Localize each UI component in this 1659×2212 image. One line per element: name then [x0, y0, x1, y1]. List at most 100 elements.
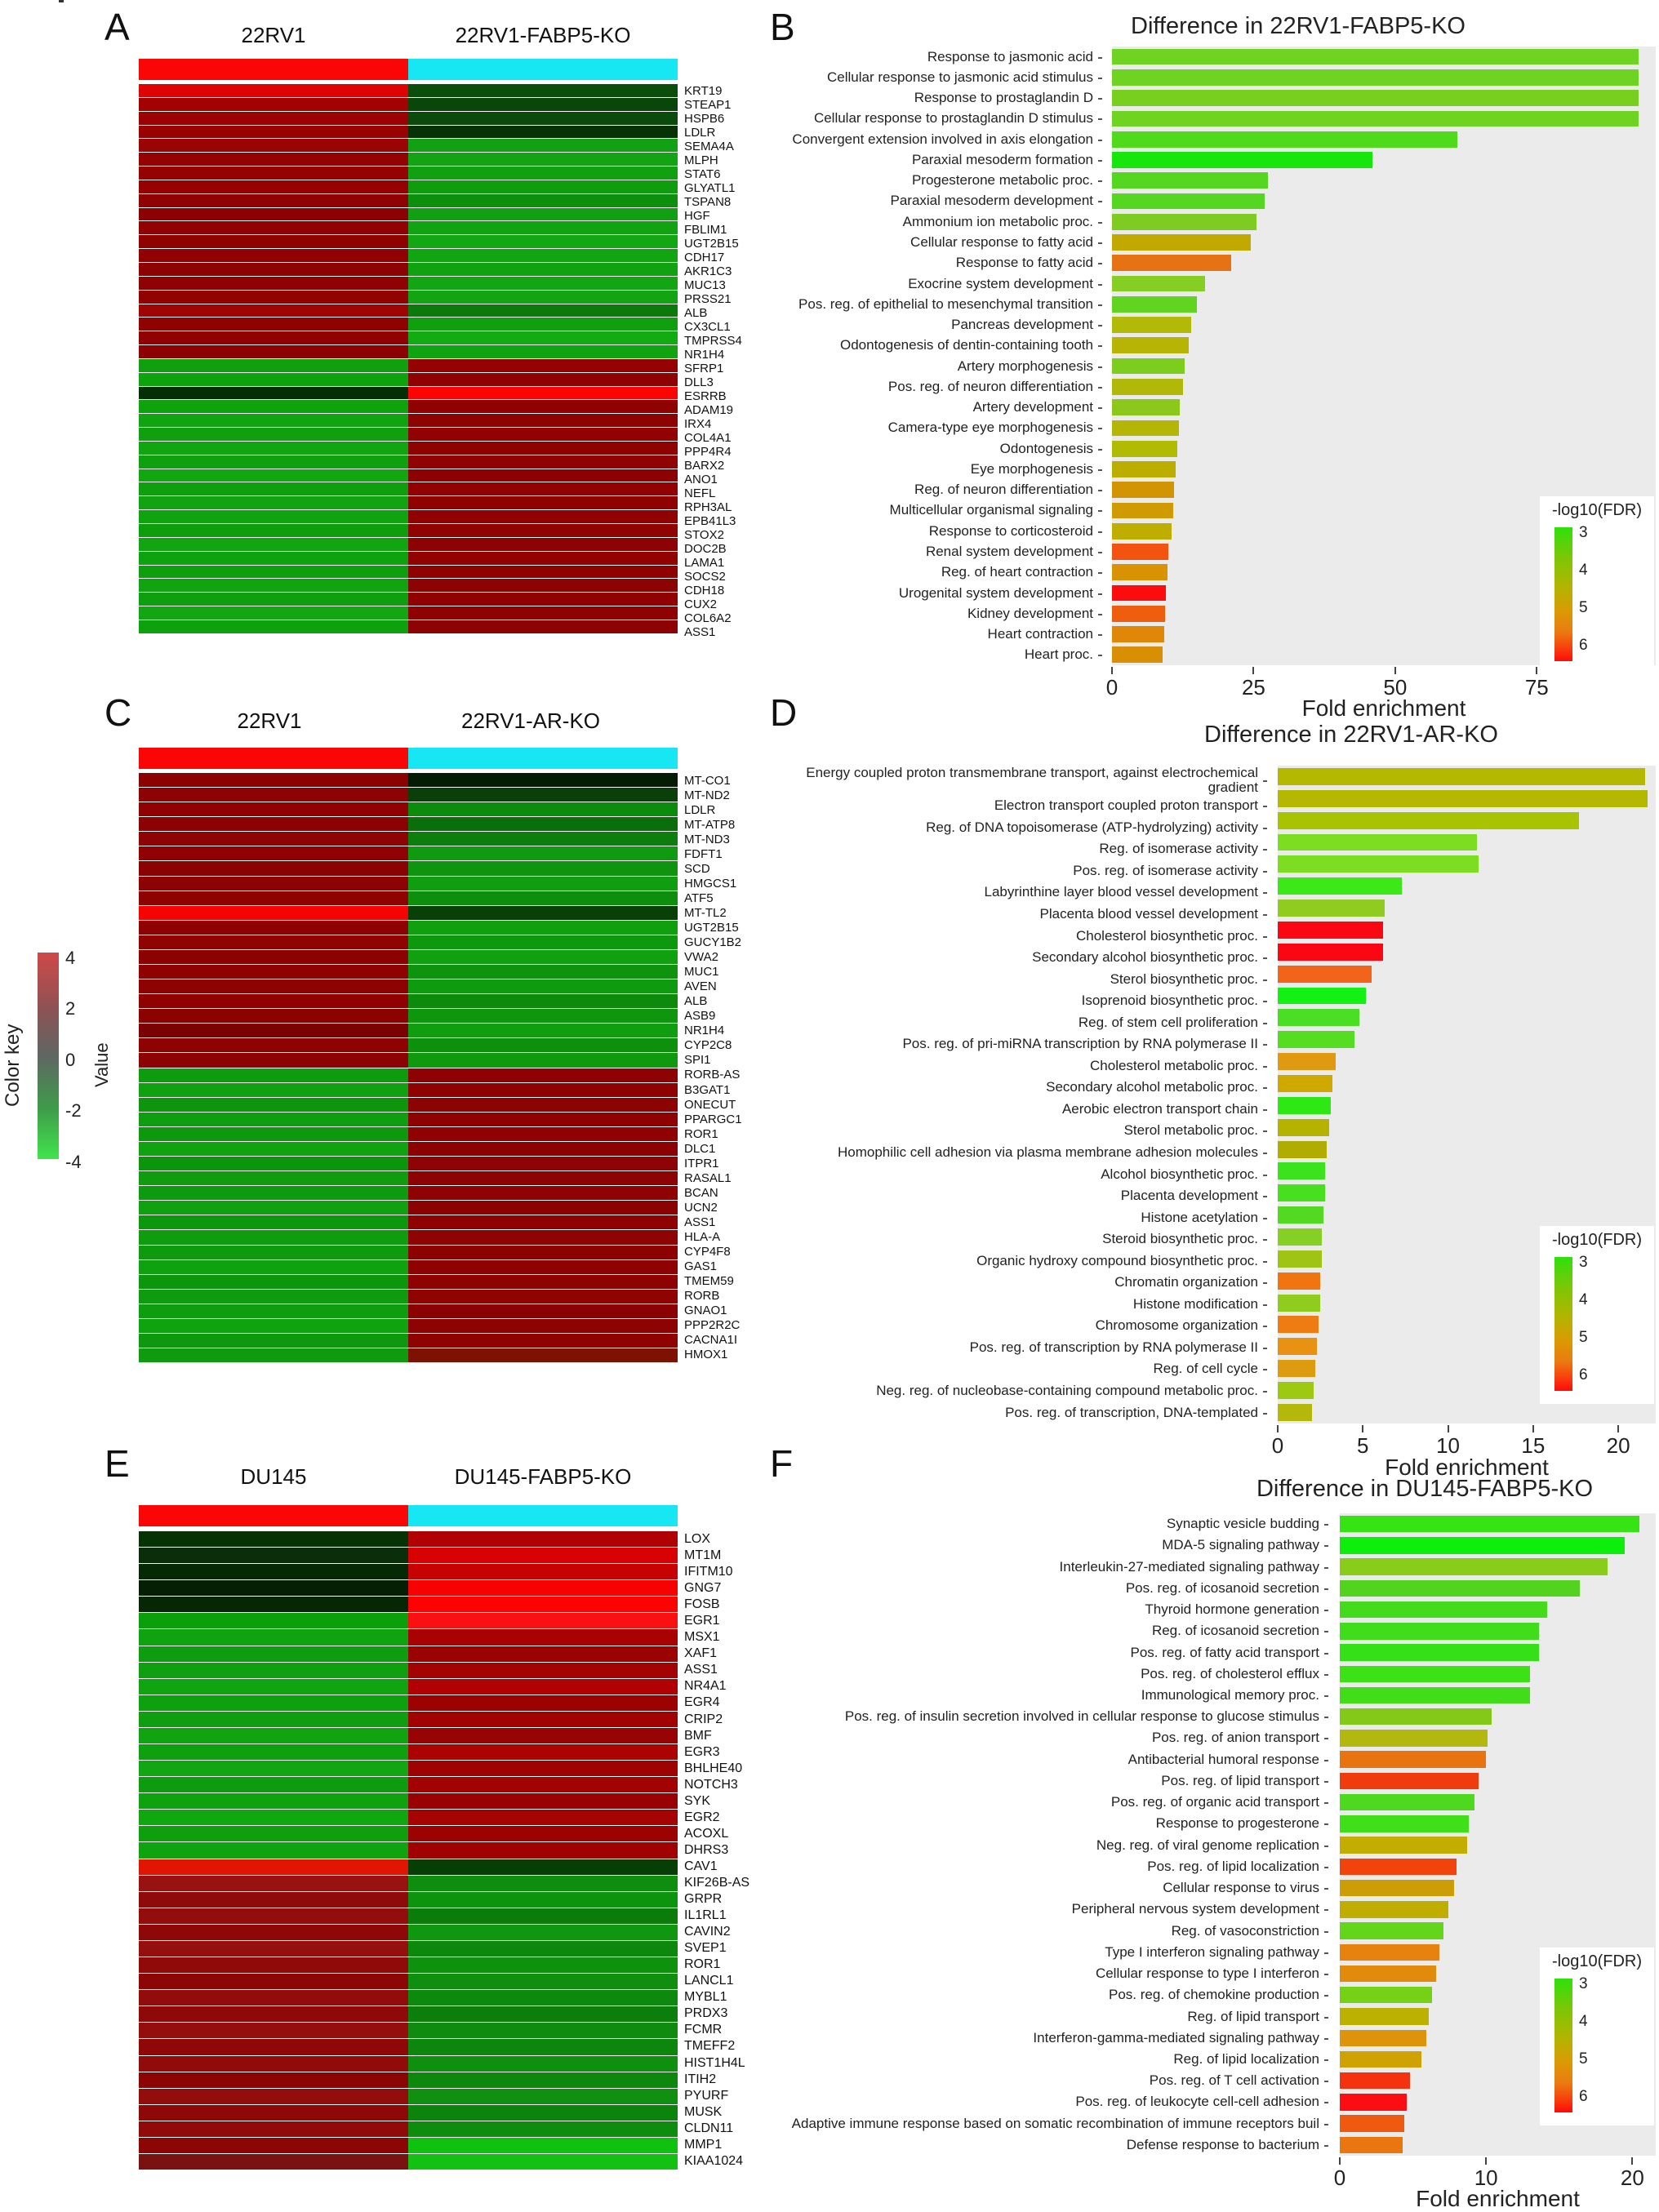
- gene-label: COL6A2: [684, 611, 732, 625]
- heatmap-cell-left: [139, 510, 408, 523]
- bar: [1278, 1250, 1323, 1268]
- bar-row: [1340, 1942, 1656, 1963]
- heatmap-cell-left: [139, 111, 408, 125]
- heatmap-cell-right: [408, 97, 678, 111]
- x-tick-label: 50: [1383, 675, 1408, 700]
- bar-row: [1278, 1248, 1656, 1270]
- heatmap-cell-right: [408, 262, 678, 276]
- gene-label: NEFL: [684, 486, 716, 500]
- gene-label: FDFT1: [684, 846, 723, 861]
- heatmap-row: [139, 788, 678, 803]
- heatmap-row: [139, 920, 678, 935]
- heatmap-row: [139, 1597, 678, 1614]
- heatmap-cell-left: [139, 469, 408, 482]
- bar-row: [1112, 459, 1656, 479]
- gene-labels-a: KRT19 STEAP1 HSPB6 LDLR SEMA4A MLPH STAT6 GLYAT…: [684, 84, 847, 639]
- fdr-legend-ticks: 3 4 5 6: [1579, 1226, 1628, 1404]
- heatmap-row: [139, 345, 678, 359]
- heatmap-row: [139, 1009, 678, 1024]
- heatmap-cell-left: [139, 235, 408, 249]
- heatmap-cell-right: [408, 773, 678, 788]
- heatmap-cell-left: [139, 1230, 408, 1245]
- heatmap-cell-right: [408, 1289, 678, 1304]
- bar-row: [1340, 1792, 1656, 1813]
- bar-row: [1278, 985, 1656, 1007]
- bar-row: [1278, 941, 1656, 963]
- heatmap-row: [139, 414, 678, 429]
- bar-label: Neg. reg. of viral genome replication: [776, 1835, 1331, 1856]
- bar-row: [1112, 500, 1656, 521]
- heatmap-cell-left: [139, 1924, 408, 1940]
- bar-label: Response to fatty acid: [780, 253, 1105, 273]
- heatmap-cell-right: [408, 1908, 678, 1924]
- gene-label: DLL3: [684, 375, 714, 389]
- bar-row: [1112, 171, 1656, 191]
- bar-label: Pos. reg. of epithelial to mesenchymal t…: [780, 294, 1105, 314]
- gene-label: MMP1: [684, 2137, 723, 2152]
- gene-label: MSX1: [684, 1630, 720, 1645]
- heatmap-cell-right: [408, 1230, 678, 1245]
- legend-tick-label: 4: [1579, 562, 1588, 579]
- bar-label: Progesterone metabolic proc.: [780, 171, 1105, 191]
- gene-label: ANO1: [684, 473, 718, 486]
- heatmap-cell-left: [139, 1024, 408, 1038]
- bar: [1340, 2029, 1426, 2046]
- heatmap-cell-left: [139, 565, 408, 579]
- heatmap-cell-right: [408, 832, 678, 846]
- gene-label: RORB: [684, 1289, 720, 1304]
- bar-label: Steroid biosynthetic proc.: [780, 1228, 1270, 1250]
- x-tick-label: 0: [1105, 675, 1119, 700]
- bar-labels-b: Response to jasmonic acid Cellular respon…: [780, 47, 1105, 665]
- heatmap-row: [139, 1793, 678, 1810]
- heatmap-row: [139, 1777, 678, 1794]
- heatmap-cell-left: [139, 1597, 408, 1613]
- bar-row: [1278, 1379, 1656, 1401]
- bar: [1278, 1316, 1319, 1334]
- heatmap-cell-right: [408, 1662, 678, 1678]
- heatmap-cell-left: [139, 1245, 408, 1259]
- heatmap-cell-left: [139, 1990, 408, 2006]
- bar-row: [1278, 1139, 1656, 1161]
- bar-row: [1278, 766, 1656, 788]
- heatmap-row: [139, 331, 678, 346]
- color-key-title: Color key: [2, 1024, 24, 1107]
- gene-label: FCMR: [684, 2023, 723, 2037]
- heatmap-cell-right: [408, 358, 678, 372]
- gene-label: ESRRB: [684, 389, 727, 403]
- heatmap-row: [139, 318, 678, 332]
- group-bar-red: [139, 59, 408, 80]
- bar-label: Pos. reg. of organic acid transport: [776, 1792, 1331, 1813]
- heatmap-cell-right: [408, 1053, 678, 1068]
- x-tick-mark: [1536, 667, 1538, 674]
- heatmap-row: [139, 276, 678, 291]
- heatmap-cell-right: [408, 1348, 678, 1363]
- heatmap-row: [139, 949, 678, 966]
- x-tick-label: 0: [1333, 2165, 1346, 2190]
- heatmap-cell-right: [408, 414, 678, 428]
- heatmap-row: [139, 1859, 678, 1876]
- heatmap-row: [139, 372, 678, 387]
- heatmap-row: [139, 1826, 678, 1843]
- heatmap-cell-right: [408, 1245, 678, 1259]
- heatmap-cell-left: [139, 2006, 408, 2023]
- bar: [1112, 152, 1373, 168]
- gene-label: ALB: [684, 994, 708, 1009]
- color-key-tick-mark: [59, 0, 64, 2]
- gene-label: MT-TL2: [684, 905, 727, 920]
- fdr-legend-ticks: 3 4 5 6: [1579, 496, 1628, 674]
- x-tick-mark: [1252, 667, 1255, 674]
- gene-label: SCD: [684, 861, 710, 876]
- fdr-legend-f: -log10(FDR) 3 4 5 6: [1540, 1948, 1654, 2125]
- x-axis-label-d: Fold enrichment: [1385, 1455, 1549, 1480]
- x-tick-label: 10: [1474, 2165, 1498, 2190]
- heatmap-cell-left: [139, 125, 408, 139]
- gene-label: RASAL1: [684, 1170, 732, 1185]
- heatmap-cell-left: [139, 358, 408, 372]
- heatmap-cell-left: [139, 1957, 408, 1974]
- heatmap-row: [139, 262, 678, 277]
- x-axis-b: 0 25 50 75: [1106, 667, 1656, 704]
- bar: [1112, 646, 1163, 664]
- bar-label: Cellular response to prostaglandin D sti…: [780, 109, 1105, 129]
- bar-row: [1278, 875, 1656, 897]
- bar: [1278, 1272, 1321, 1290]
